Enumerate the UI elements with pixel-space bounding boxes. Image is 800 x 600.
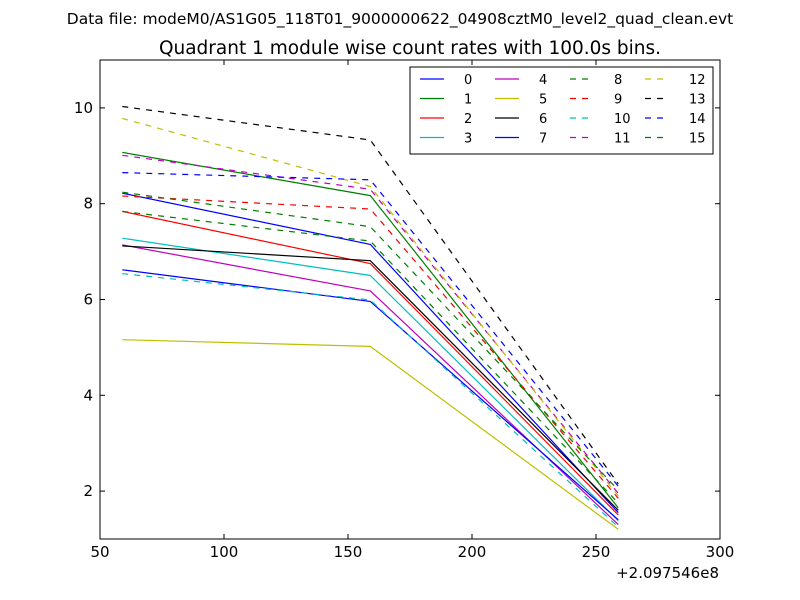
legend-box [409,66,714,155]
legend-label-13: 13 [689,93,706,108]
x-axis-offset-label: +2.097546e8 [616,564,719,582]
x-tick-label: 100 [210,543,239,561]
legend-label-10: 10 [614,112,631,127]
series-line-13 [122,105,619,485]
series-line-1 [122,151,619,509]
y-tick-label: 4 [83,386,93,404]
figure-suptitle: Data file: modeM0/AS1G05_118T01_90000006… [67,10,733,29]
x-tick-label: 200 [458,543,487,561]
plot-lines [122,105,619,530]
series-line-7 [122,269,619,521]
series-line-2 [122,210,619,516]
chart-title: Quadrant 1 module wise count rates with … [159,38,661,59]
y-tick-label: 8 [83,195,93,213]
legend-label-1: 1 [464,93,472,108]
x-tick-label: 300 [706,543,735,561]
legend-label-7: 7 [539,132,547,147]
y-tick-label: 2 [83,482,93,500]
legend-label-6: 6 [539,112,547,127]
legend-label-14: 14 [689,112,706,127]
series-line-0 [122,192,619,514]
y-tick-label: 10 [74,99,93,117]
x-tick-label: 150 [334,543,363,561]
x-tick-label: 250 [582,543,611,561]
legend-label-9: 9 [614,93,622,108]
legend-label-11: 11 [614,132,631,147]
series-line-12 [122,117,619,497]
legend-label-8: 8 [614,73,622,88]
legend-label-5: 5 [539,93,547,108]
series-line-10 [122,273,619,528]
series-line-6 [122,245,619,511]
legend-label-3: 3 [464,132,472,147]
legend-label-2: 2 [464,112,472,127]
legend-label-15: 15 [689,132,706,147]
series-line-5 [122,339,619,530]
x-tick-label: 50 [90,543,109,561]
legend-label-12: 12 [689,73,706,88]
y-tick-label: 6 [83,291,93,309]
legend-label-0: 0 [464,73,472,88]
legend-label-4: 4 [539,73,547,88]
